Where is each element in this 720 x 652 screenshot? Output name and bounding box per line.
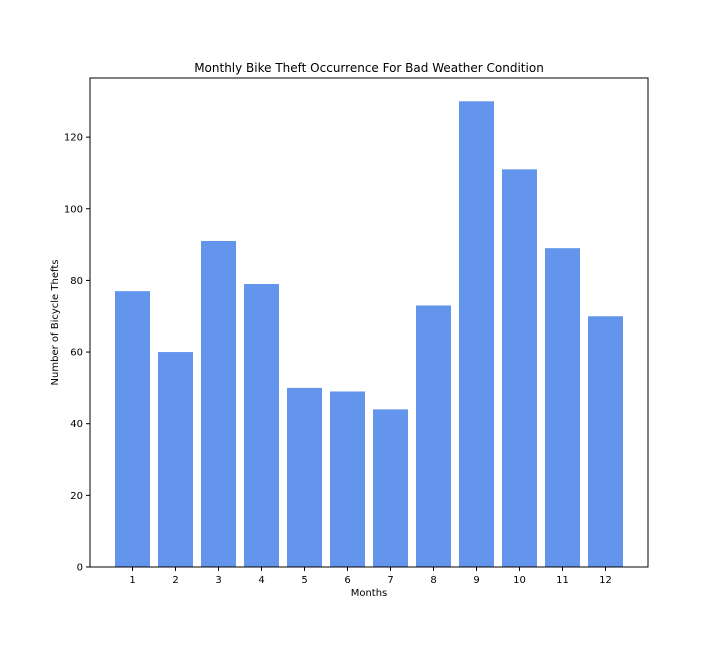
- bar-month-9: [459, 101, 494, 567]
- x-axis-label: Months: [351, 588, 388, 599]
- x-tick-label: 4: [258, 575, 264, 586]
- bar-month-1: [115, 291, 150, 567]
- x-tick-label: 1: [129, 575, 135, 586]
- y-tick-label: 100: [64, 204, 83, 215]
- x-tick-label: 7: [387, 575, 393, 586]
- y-axis: 0 20 40 60 80 100 120: [64, 133, 90, 574]
- x-tick-label: 5: [301, 575, 307, 586]
- x-tick-label: 10: [513, 575, 526, 586]
- x-tick-label: 3: [215, 575, 221, 586]
- y-tick-label: 20: [70, 491, 83, 502]
- x-tick-label: 11: [556, 575, 569, 586]
- bar-month-6: [330, 391, 365, 567]
- y-tick-label: 40: [70, 419, 83, 430]
- x-tick-label: 6: [344, 575, 350, 586]
- bar-month-5: [287, 387, 322, 567]
- y-axis-label: Number of Bicycle Thefts: [50, 260, 61, 386]
- chart-title: Monthly Bike Theft Occurrence For Bad We…: [194, 61, 544, 75]
- bar-month-3: [201, 241, 236, 567]
- bar-month-2: [158, 352, 193, 567]
- bar-month-4: [244, 283, 279, 567]
- bar-month-7: [373, 409, 408, 567]
- bar-month-8: [416, 305, 451, 567]
- x-tick-label: 9: [473, 575, 479, 586]
- bars-layer: [115, 101, 623, 567]
- x-tick-label: 12: [599, 575, 612, 586]
- x-axis: 1 2 3 4 5 6 7 8 9 10 11 12: [129, 567, 612, 586]
- bar-month-11: [545, 248, 580, 567]
- plot-area-frame: [89, 77, 649, 568]
- bar-month-12: [588, 316, 623, 567]
- y-tick-label: 0: [77, 563, 83, 574]
- x-tick-label: 2: [172, 575, 178, 586]
- y-tick-label: 80: [70, 276, 83, 287]
- y-tick-label: 60: [70, 348, 83, 359]
- y-tick-label: 120: [64, 133, 83, 144]
- bar-month-10: [502, 169, 537, 567]
- x-tick-label: 8: [430, 575, 436, 586]
